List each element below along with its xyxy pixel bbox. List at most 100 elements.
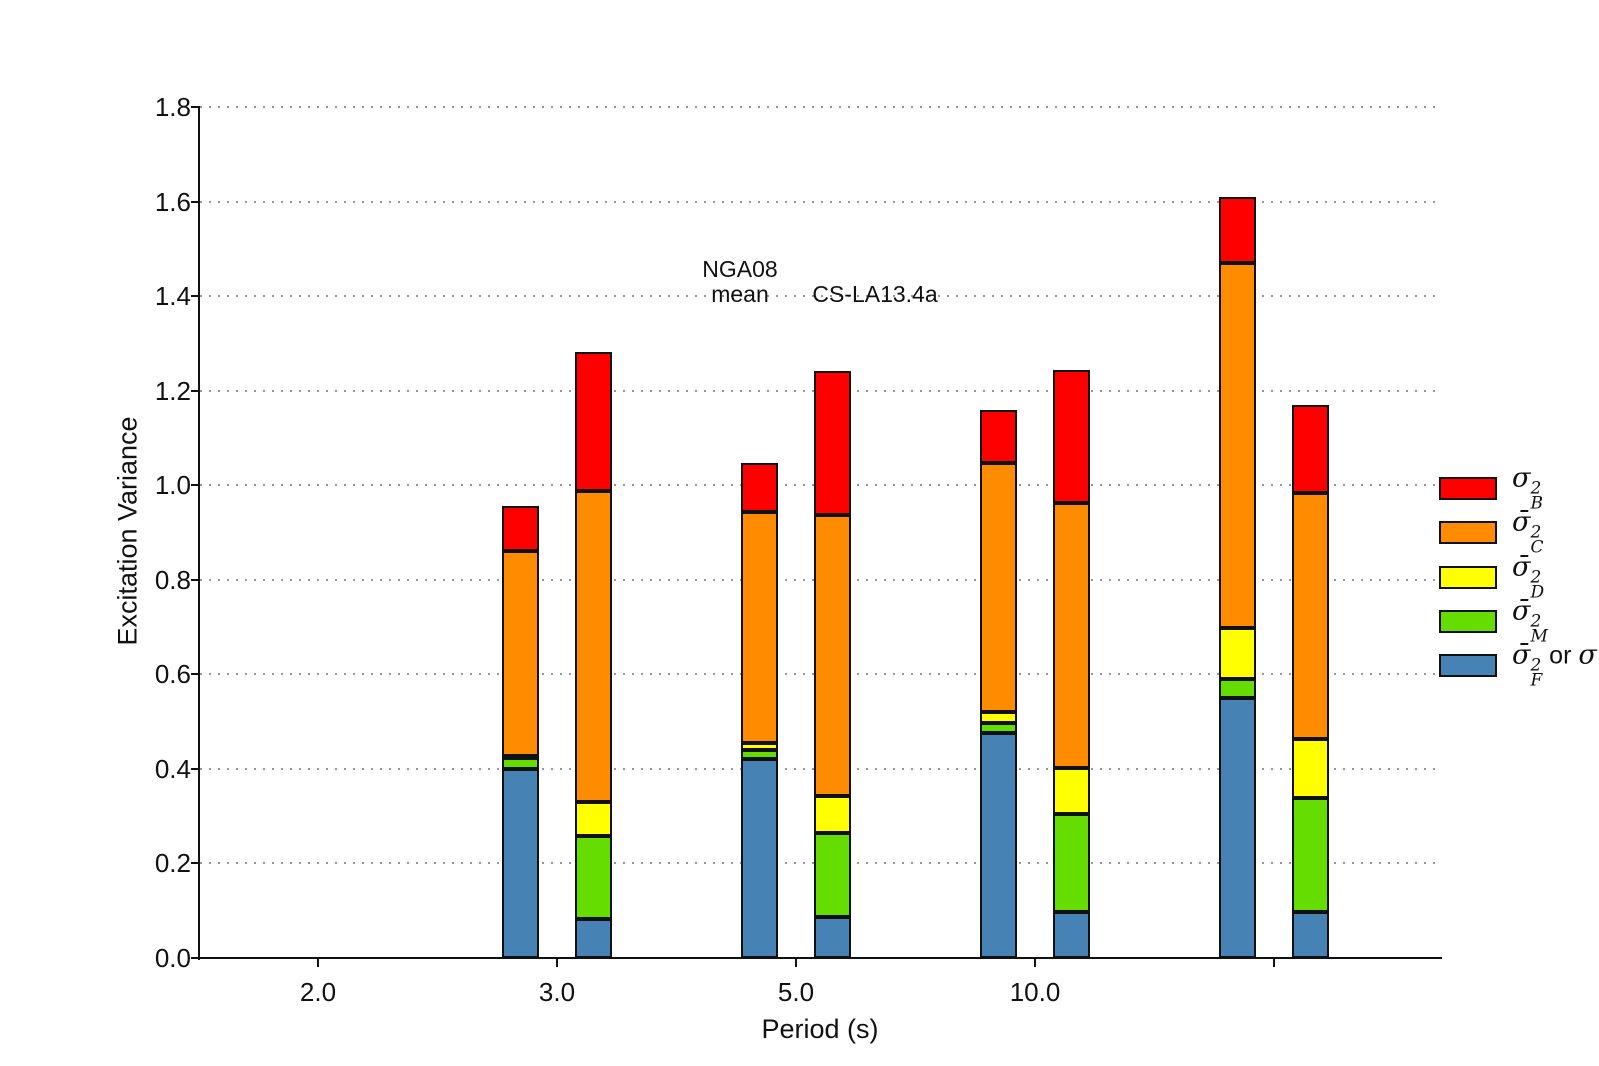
bar-segment-sigma2_D [1219, 628, 1256, 680]
bar-segment-sigma2_M [1219, 679, 1256, 699]
bar-segment-sigma2_C [1292, 493, 1329, 740]
y-tick-label: 0.0 [154, 943, 191, 973]
annotation-cs-la13-4a: CS-LA13.4a [812, 281, 938, 307]
bar-segment-sigma2_F [502, 768, 539, 958]
x-axis-spine [198, 957, 1442, 959]
bar-segment-sigma2_F [575, 919, 612, 958]
legend-swatch-M [1439, 609, 1497, 633]
y-tick [191, 767, 200, 770]
x-tick [795, 958, 797, 967]
y-tick-label: 0.2 [154, 848, 191, 879]
y-tick-label: 1.8 [154, 92, 191, 122]
bar-segment-sigma2_C [502, 551, 539, 757]
y-tick [191, 200, 200, 203]
bar-segment-sigma2_D [980, 711, 1017, 723]
y-tick [191, 673, 200, 676]
bar-segment-sigma2_D [575, 802, 612, 836]
legend-suffix-text: or [1542, 641, 1579, 670]
y-tick-label: 0.8 [154, 564, 191, 595]
x-tick-label: 3.0 [538, 977, 576, 1007]
x-tick [1034, 958, 1036, 967]
bar-segment-sigma2_M [814, 833, 851, 917]
bar-segment-sigma2_F [980, 733, 1017, 958]
y-axis-spine [198, 107, 200, 960]
y-tick [191, 106, 200, 108]
y-grid-line [200, 106, 1440, 108]
legend-label-M: σ̄ 2 M [1512, 595, 1548, 647]
y-tick [191, 295, 200, 298]
bar-segment-sigma2_C [1219, 262, 1256, 629]
y-grid-line [200, 200, 1440, 203]
legend-swatch-F [1439, 654, 1497, 678]
y-tick [191, 957, 200, 959]
bar-segment-sigma2_D [502, 756, 539, 761]
bar-segment-sigma2_C [980, 463, 1017, 712]
y-tick [191, 862, 200, 865]
bar-segment-sigma2_F [1053, 911, 1090, 958]
bar-segment-sigma2_F [741, 759, 778, 958]
bar-segment-sigma2_C [1053, 502, 1090, 769]
legend-label-C: σ̄ 2 C [1512, 506, 1544, 558]
bar-segment-sigma2_M [741, 749, 778, 760]
bar-segment-sigma2_B [1219, 196, 1256, 263]
bar-segment-sigma2_B [575, 351, 612, 491]
y-tick-label: 1.6 [154, 186, 191, 217]
x-tick-label: 2.0 [299, 977, 337, 1007]
bar-segment-sigma2_M [1292, 797, 1329, 912]
y-tick-label: 0.4 [154, 753, 191, 784]
legend-sigma: σ̄ [1512, 506, 1531, 538]
bar-segment-sigma2_C [814, 515, 851, 796]
bar-segment-sigma2_B [1053, 370, 1090, 503]
bar-segment-sigma2_C [741, 511, 778, 743]
y-axis-title: Excitation Variance [112, 416, 143, 646]
bar-segment-sigma2_D [1292, 739, 1329, 798]
bar-segment-sigma2_D [1053, 768, 1090, 814]
y-tick [191, 389, 200, 392]
bar-segment-sigma2_B [814, 370, 851, 515]
y-tick-label: 1.0 [154, 470, 191, 501]
y-tick [191, 578, 200, 581]
bar-segment-sigma2_F [814, 916, 851, 958]
legend-swatch-C [1439, 521, 1497, 545]
legend-swatch-D [1439, 565, 1497, 589]
legend-label-F: σ̄ 2 F or σ [1512, 639, 1597, 691]
bar-segment-sigma2_C [575, 490, 612, 803]
bar-segment-sigma2_B [502, 505, 539, 552]
bar-segment-sigma2_M [1053, 813, 1090, 912]
bar-segment-sigma2_F [1292, 911, 1329, 958]
bar-segment-sigma2_M [980, 722, 1017, 734]
legend-swatch-B [1439, 477, 1497, 500]
y-grid-line [200, 295, 1440, 298]
legend-sigma: σ̄ [1512, 551, 1531, 583]
bar-segment-sigma2_B [741, 462, 778, 512]
legend-label-D: σ̄ 2 D [1512, 551, 1545, 603]
y-tick-label: 0.6 [154, 659, 191, 690]
bar-segment-sigma2_F [1219, 698, 1256, 958]
legend-sigma: σ̄ [1512, 639, 1531, 671]
legend-suffix-sigma: σ [1578, 639, 1597, 671]
bar-segment-sigma2_M [575, 835, 612, 920]
x-tick-label: 10.0 [1009, 977, 1061, 1007]
x-tick-label: 5.0 [777, 977, 815, 1007]
legend-sigma: σ [1512, 462, 1531, 494]
y-tick-label: 1.2 [154, 375, 191, 406]
x-tick [317, 958, 319, 967]
y-tick [191, 484, 200, 487]
bar-segment-sigma2_B [1292, 404, 1329, 494]
x-tick [1273, 958, 1275, 967]
x-tick [556, 958, 558, 967]
y-tick-label: 1.4 [154, 281, 191, 312]
bar-segment-sigma2_D [814, 795, 851, 834]
legend-sigma: σ̄ [1512, 595, 1531, 627]
bar-segment-sigma2_D [741, 742, 778, 750]
x-axis-title: Period (s) [761, 1014, 879, 1044]
bar-segment-sigma2_B [980, 409, 1017, 464]
annotation-nga08-mean: NGA08 mean [702, 256, 778, 307]
